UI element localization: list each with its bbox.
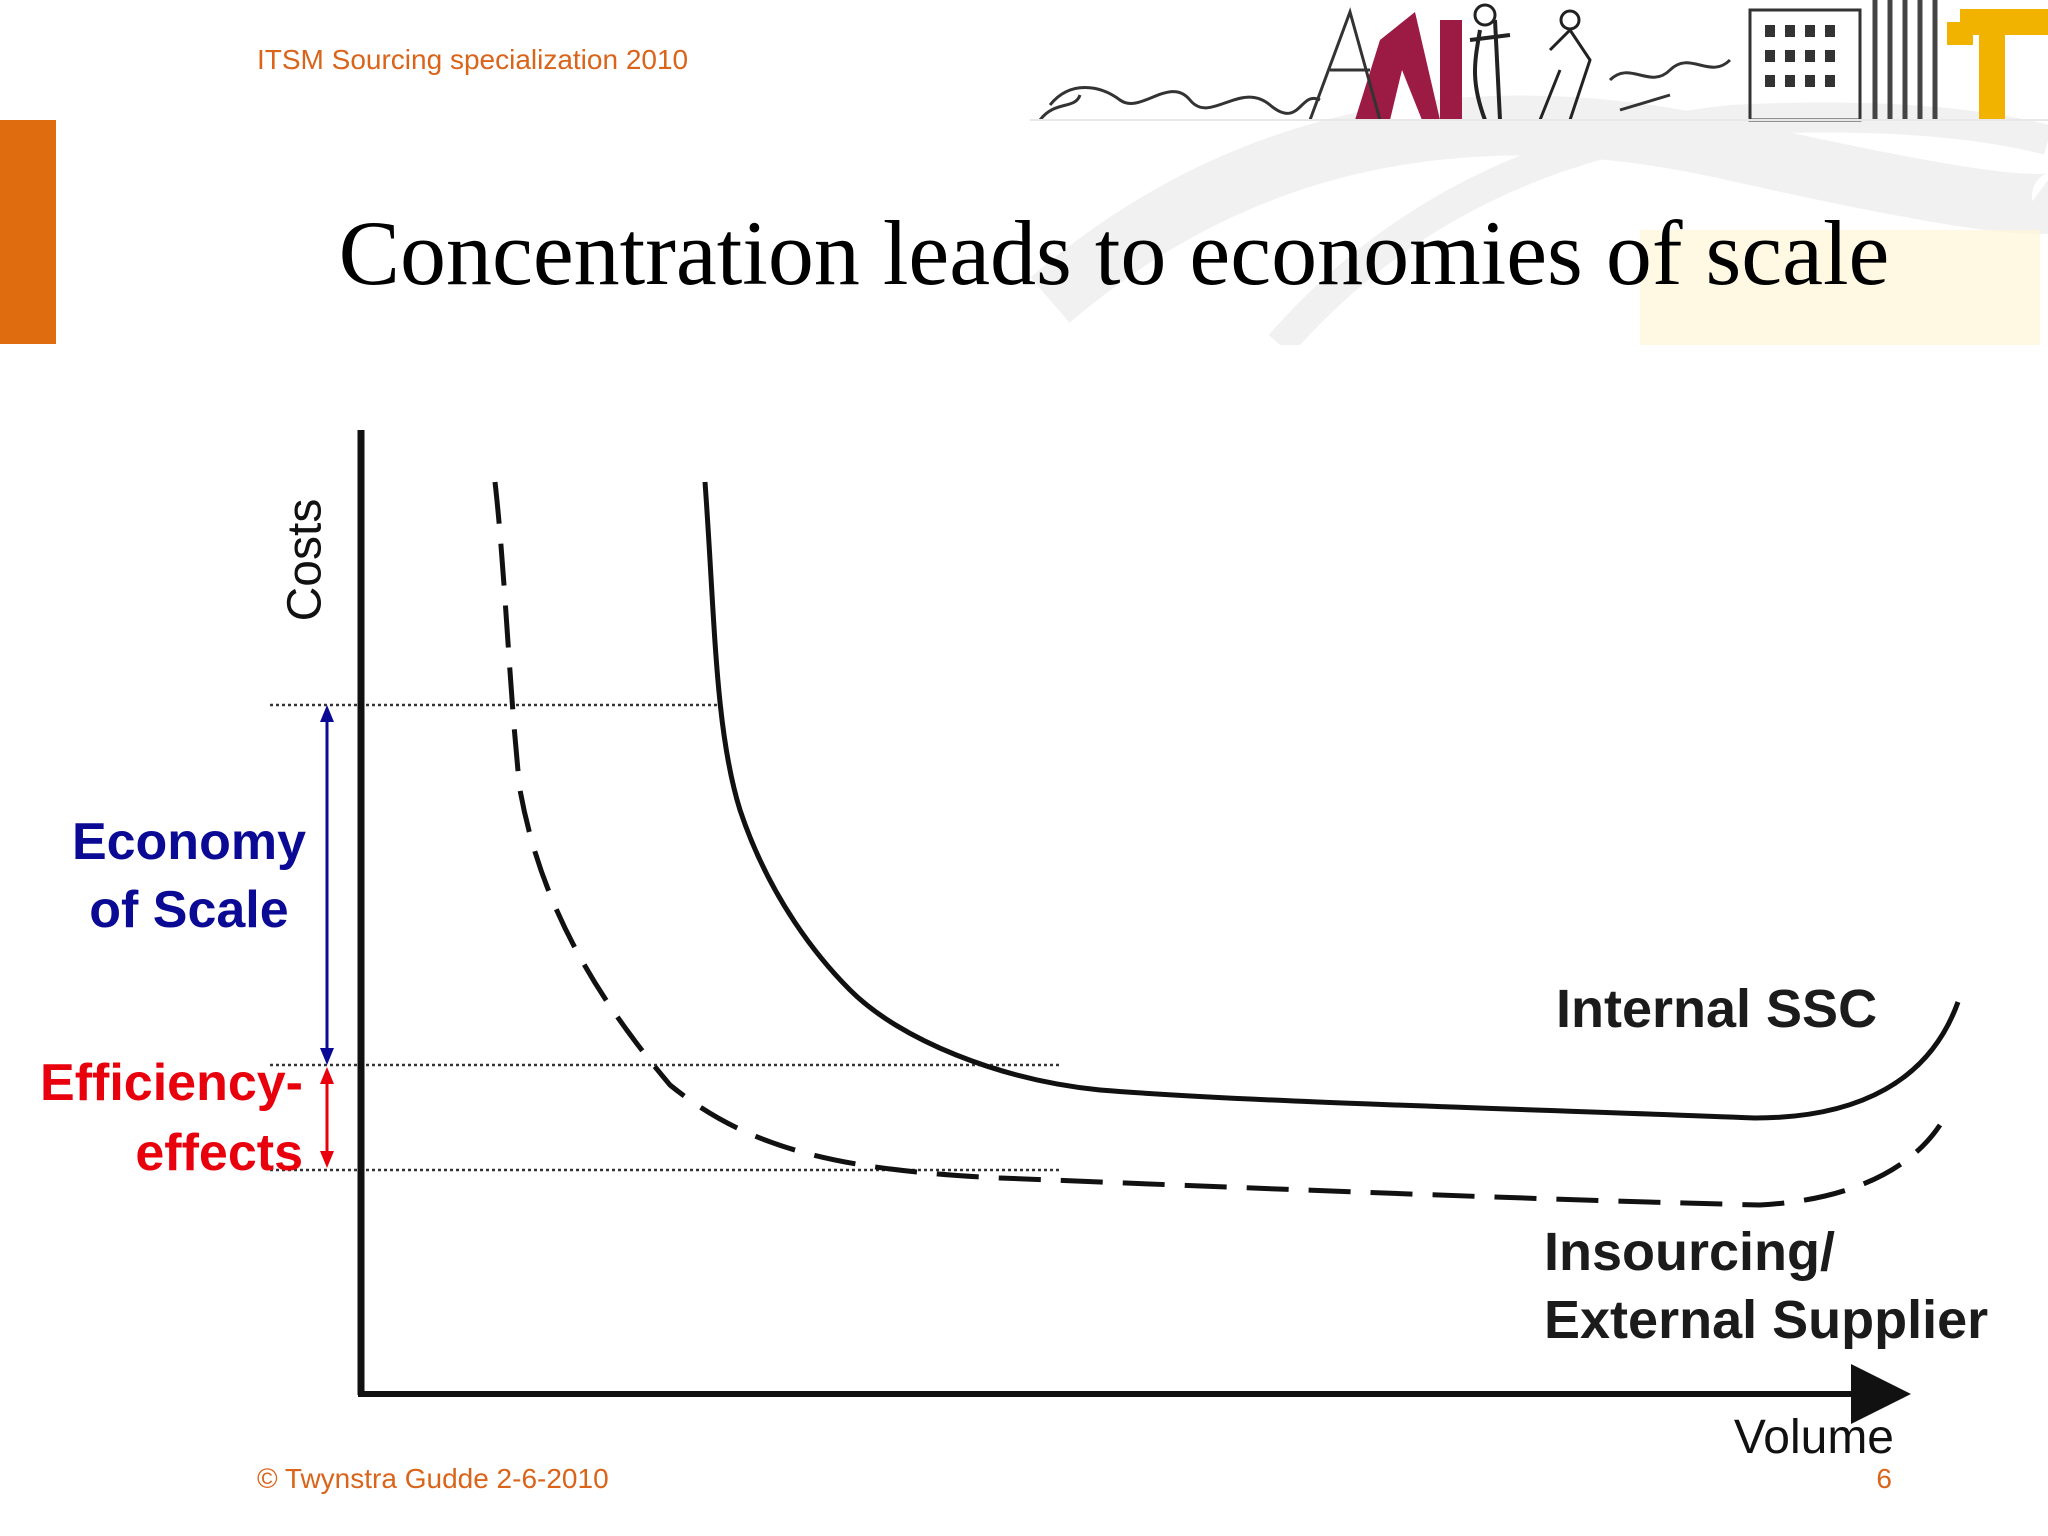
economy-of-scale-label: Economy of Scale xyxy=(72,808,306,944)
insourcing-label: Insourcing/ External Supplier xyxy=(1544,1218,1988,1354)
footer-copyright: © Twynstra Gudde 2-6-2010 xyxy=(257,1463,609,1494)
page-number: 6 xyxy=(1876,1463,1892,1494)
economy-arrowhead-down xyxy=(320,1048,334,1065)
insourcing-line2: External Supplier xyxy=(1544,1290,1989,1350)
y-axis-label: Costs xyxy=(278,498,332,622)
economy-arrowhead-up xyxy=(320,705,334,722)
slide-title: Concentration leads to economies of scal… xyxy=(338,202,1890,304)
curve-insourcing-external xyxy=(492,481,1943,1208)
curve-internal-ssc xyxy=(702,481,1961,1121)
accent-bar xyxy=(0,120,56,344)
economy-of-scale-line1: Economy xyxy=(71,813,306,871)
efficiency-arrowhead-up xyxy=(320,1067,334,1084)
course-title: ITSM Sourcing specialization 2010 xyxy=(257,44,689,75)
insourcing-line1: Insourcing/ xyxy=(1544,1222,1836,1282)
x-axis-label: Volume xyxy=(1733,1411,1894,1464)
efficiency-effects-line1: Efficiency- xyxy=(40,1054,303,1112)
internal-ssc-label: Internal SSC xyxy=(1556,979,1878,1039)
efficiency-effects-line2: effects xyxy=(135,1124,303,1182)
efficiency-effects-label: Efficiency- effects xyxy=(40,1048,303,1188)
economy-of-scale-line2: of Scale xyxy=(89,881,289,939)
efficiency-arrowhead-down xyxy=(320,1151,334,1168)
banner-sketch xyxy=(1030,0,2048,345)
